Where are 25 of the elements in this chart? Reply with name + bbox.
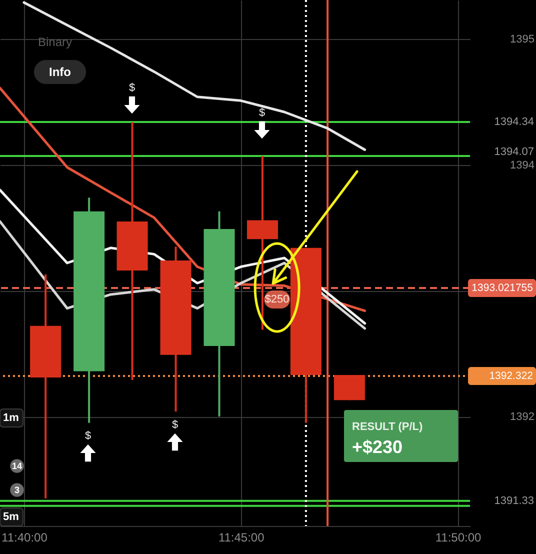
annotation: $250 <box>264 293 290 306</box>
y-tick-label: 1392 <box>510 411 534 424</box>
ref-line-label: 1393.021755 <box>472 282 534 294</box>
y-tick-label: 1395 <box>510 34 534 46</box>
annotation: $ <box>258 107 266 119</box>
annotation: $ <box>172 419 178 431</box>
annotation: 3 <box>14 485 20 495</box>
ref-line-label: 1391.33 <box>494 494 534 507</box>
annotation: 1m <box>3 412 20 424</box>
y-tick-label: 1394 <box>510 159 534 172</box>
x-tick-label: 11:45:00 <box>218 530 265 544</box>
x-tick-label: 11:40:00 <box>2 530 48 544</box>
annotation: 14 <box>12 461 22 471</box>
annotation: $ <box>128 82 136 94</box>
annotation: +$230 <box>352 437 403 457</box>
annotation: $ <box>84 430 92 442</box>
line-series <box>22 1 366 151</box>
text: Binary <box>38 35 72 49</box>
annotation: 5m <box>3 511 20 523</box>
annotation: RESULT (P/L) <box>352 421 424 433</box>
ref-line-label: 1394.07 <box>494 146 534 158</box>
annotation: Info <box>49 65 71 79</box>
ref-line-label: 1394.34 <box>494 116 534 128</box>
x-tick-label: 11:50:00 <box>435 530 482 544</box>
ref-line-label: 1392.322 <box>489 370 534 382</box>
